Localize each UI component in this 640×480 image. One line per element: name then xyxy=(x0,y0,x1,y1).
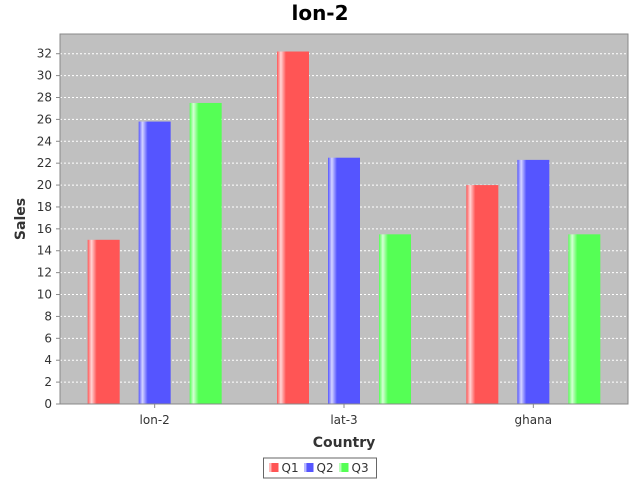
bar-q2-ghana xyxy=(517,159,550,404)
y-tick-label: 24 xyxy=(37,134,52,148)
bar-q3-lat-3 xyxy=(379,234,411,404)
y-tick-label: 30 xyxy=(37,69,52,83)
y-tick-label: 22 xyxy=(37,156,52,170)
x-tick-label: ghana xyxy=(515,413,553,427)
legend-label-q3: Q3 xyxy=(352,461,369,475)
bar-q1-lat-3 xyxy=(277,51,309,404)
x-axis: lon-2 lat-3 ghana xyxy=(60,403,628,427)
bar-q2-lon-2 xyxy=(138,121,171,404)
y-axis-label: Sales xyxy=(13,198,29,240)
legend: Q1 Q2 Q3 xyxy=(263,457,377,479)
y-tick-label: 28 xyxy=(37,90,52,104)
y-tick-label: 14 xyxy=(37,244,52,258)
y-tick-label: 12 xyxy=(37,266,52,280)
x-tick-label: lon-2 xyxy=(140,413,170,427)
bars xyxy=(87,51,601,404)
y-tick-label: 4 xyxy=(44,353,52,367)
bar-q3-lon-2 xyxy=(189,102,222,404)
bar-q3-ghana xyxy=(568,234,601,404)
x-tick-label: lat-3 xyxy=(330,413,357,427)
y-tick-label: 32 xyxy=(37,47,52,61)
y-tick-label: 26 xyxy=(37,112,52,126)
y-tick-label: 18 xyxy=(37,200,52,214)
legend-label-q2: Q2 xyxy=(317,461,334,475)
y-tick-label: 8 xyxy=(44,309,52,323)
y-tick-label: 6 xyxy=(44,331,52,345)
bar-q1-ghana xyxy=(466,185,499,404)
bar-q1-lon-2 xyxy=(87,239,120,404)
chart-title: lon-2 xyxy=(291,1,348,25)
y-tick-label: 16 xyxy=(37,222,52,236)
legend-swatch-q1 xyxy=(269,463,279,472)
y-tick-label: 10 xyxy=(37,288,52,302)
y-tick-label: 20 xyxy=(37,178,52,192)
x-axis-label: Country xyxy=(313,435,376,451)
legend-label-q1: Q1 xyxy=(282,461,299,475)
y-tick-label: 0 xyxy=(44,397,52,411)
legend-swatch-q2 xyxy=(304,463,314,472)
bar-q2-lat-3 xyxy=(328,157,360,404)
y-tick-label: 2 xyxy=(44,375,52,389)
legend-swatch-q3 xyxy=(339,463,349,472)
